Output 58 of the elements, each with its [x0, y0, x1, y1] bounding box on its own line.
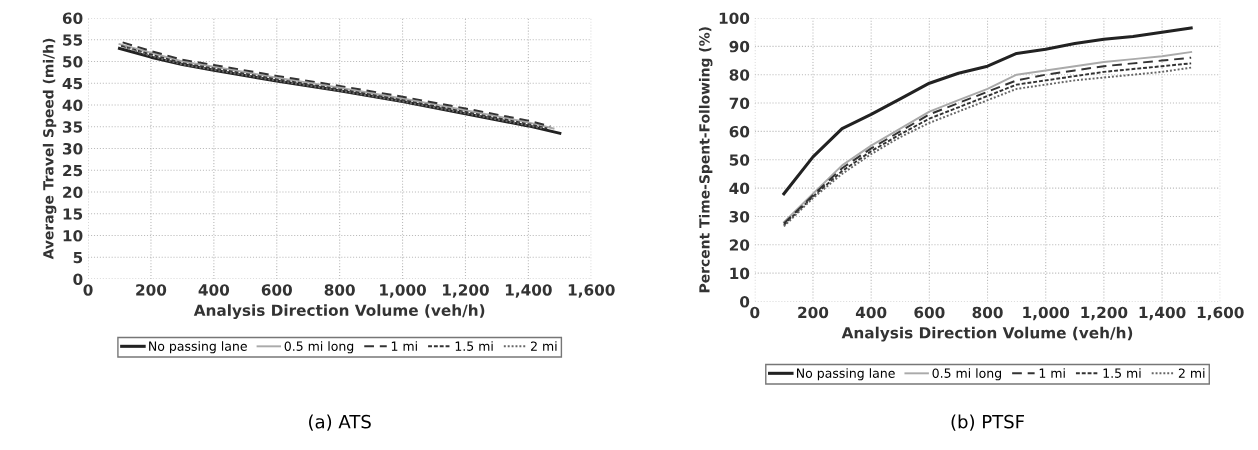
- y-tick-label: 40: [729, 182, 750, 195]
- x-tick-label: 200: [136, 284, 167, 296]
- x-tick-label: 0: [83, 284, 93, 296]
- y-tick-label: 90: [729, 40, 750, 53]
- y-tick-label: 30: [729, 210, 750, 223]
- x-tick-label: 200: [798, 306, 829, 319]
- x-tick-label: 600: [914, 306, 945, 319]
- x-tick-label: 1,400: [1139, 306, 1186, 321]
- y-tick-label: 50: [63, 55, 83, 68]
- text: (a) ATS: [309, 414, 371, 431]
- y-tick-label: 5: [73, 251, 83, 264]
- x-tick-label: 1,200: [443, 284, 489, 298]
- legend-label: 1 mi: [1039, 368, 1065, 378]
- y-tick-label: 25: [63, 164, 83, 177]
- y-tick-label: 30: [62, 142, 83, 155]
- x-axis-title: Analysis Direction Volume (veh/h): [193, 304, 485, 320]
- y-tick-label: 20: [729, 239, 750, 251]
- legend-label: 1 mi: [391, 341, 417, 351]
- y-tick-label: 0: [73, 273, 83, 286]
- y-tick-label: 20: [63, 186, 83, 199]
- y-tick-label: 0: [740, 295, 750, 308]
- legend-label: 0.5 mi long: [932, 368, 1001, 381]
- x-axis-title: Analysis Direction Volume (veh/h): [841, 326, 1133, 342]
- y-tick-label: 60: [62, 12, 83, 25]
- y-tick-label: 35: [62, 121, 83, 133]
- y-axis-title: Percent Time-Spent-Following (%): [698, 27, 713, 293]
- text: (b) PTSF: [951, 414, 1025, 431]
- legend-label: 2 mi: [1178, 368, 1205, 378]
- y-tick-label: 70: [729, 97, 750, 110]
- x-tick-label: 1,400: [505, 284, 552, 298]
- x-tick-label: 400: [855, 306, 887, 319]
- legend-label: No passing lane: [797, 368, 895, 381]
- x-tick-label: 400: [198, 284, 230, 296]
- y-tick-label: 45: [62, 77, 83, 90]
- x-tick-label: 1,000: [380, 284, 426, 298]
- y-tick-label: 55: [63, 34, 83, 46]
- y-tick-label: 40: [62, 99, 83, 112]
- x-tick-label: 1,600: [568, 284, 615, 298]
- x-tick-label: 800: [324, 284, 355, 296]
- y-tick-label: 10: [730, 267, 750, 280]
- legend-label: 0.5 mi long: [284, 341, 354, 354]
- y-axis-title: Average Travel Speed (mi/h): [42, 38, 57, 260]
- x-tick-label: 800: [972, 306, 1003, 319]
- legend-label: 1.5 mi: [1103, 368, 1141, 378]
- x-tick-label: 1,600: [1197, 306, 1244, 321]
- legend-label: 1.5 mi: [455, 341, 493, 351]
- y-tick-label: 100: [719, 12, 750, 25]
- y-tick-label: 50: [729, 154, 750, 166]
- y-tick-label: 10: [63, 229, 83, 242]
- x-tick-label: 1,200: [1081, 306, 1128, 321]
- y-tick-label: 80: [729, 69, 750, 81]
- legend-label: 2 mi: [531, 341, 557, 351]
- y-tick-label: 15: [63, 208, 83, 220]
- x-tick-label: 1,000: [1023, 306, 1070, 321]
- x-tick-label: 0: [750, 306, 760, 319]
- x-tick-label: 600: [261, 284, 292, 296]
- y-tick-label: 60: [729, 125, 750, 138]
- legend-label: No passing lane: [149, 341, 247, 354]
